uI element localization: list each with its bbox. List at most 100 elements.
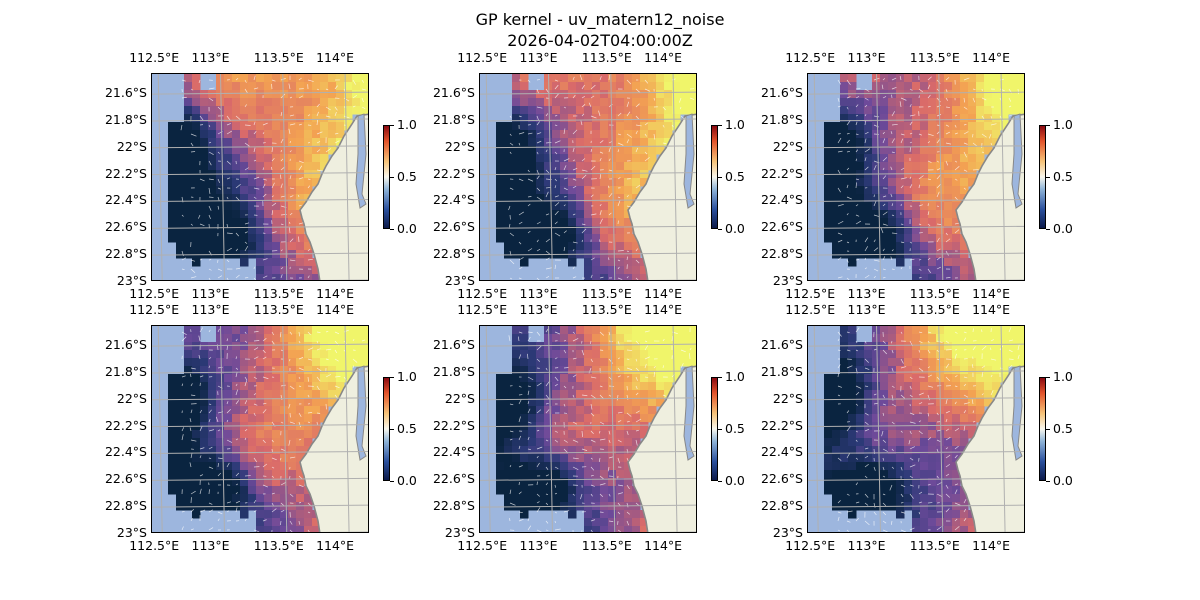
field-cell — [512, 82, 521, 91]
field-cell — [192, 414, 201, 423]
field-cell — [840, 122, 849, 131]
field-cell — [296, 258, 305, 267]
field-cell — [912, 202, 921, 211]
field-cell — [264, 274, 273, 280]
field-cell — [1016, 326, 1024, 335]
velocity-arrow — [617, 529, 621, 532]
field-cell — [296, 486, 305, 495]
velocity-arrow — [554, 221, 558, 225]
velocity-arrow — [352, 79, 356, 85]
field-cell — [648, 326, 657, 335]
field-cell — [288, 170, 297, 179]
field-cell — [304, 422, 313, 431]
field-cell — [176, 462, 185, 471]
field-cell — [1016, 90, 1024, 99]
field-cell — [512, 98, 521, 107]
field-cell — [832, 430, 841, 439]
field-cell — [240, 326, 249, 335]
field-cell — [520, 414, 529, 423]
field-cell — [208, 406, 217, 415]
lon-label-bottom: 113°E — [519, 538, 558, 553]
velocity-arrow — [855, 149, 859, 153]
velocity-arrow — [846, 365, 853, 369]
velocity-arrow — [244, 380, 247, 387]
velocity-arrow — [580, 120, 583, 126]
velocity-arrow — [909, 104, 912, 108]
field-cell — [280, 242, 289, 251]
field-cell — [824, 226, 833, 235]
field-cell — [216, 90, 225, 99]
velocity-arrow — [945, 363, 950, 369]
field-cell — [936, 478, 945, 487]
field-cell — [312, 422, 321, 431]
velocity-arrow — [864, 97, 869, 101]
field-cell — [496, 178, 505, 187]
field-cell — [928, 90, 937, 99]
field-cell — [592, 178, 601, 187]
field-cell — [592, 390, 601, 399]
velocity-arrow — [873, 239, 876, 243]
velocity-arrow — [837, 511, 842, 514]
field-cell — [616, 162, 625, 171]
field-cell — [856, 186, 865, 195]
field-cell — [232, 470, 241, 479]
field-cell — [912, 414, 921, 423]
field-cell — [904, 138, 913, 147]
field-cell — [328, 334, 337, 343]
field-cell — [984, 98, 993, 107]
velocity-arrow — [226, 123, 231, 126]
parallel-line — [808, 145, 1024, 149]
field-cell — [968, 414, 977, 423]
velocity-arrow — [518, 331, 523, 334]
velocity-arrow — [554, 264, 557, 270]
field-cell — [664, 122, 673, 131]
velocity-arrow — [617, 177, 621, 180]
velocity-arrow — [864, 257, 866, 261]
field-cell — [552, 202, 561, 211]
field-cells — [168, 326, 368, 532]
velocity-arrow — [855, 178, 860, 181]
field-cell — [512, 202, 521, 211]
field-cell — [1000, 326, 1009, 335]
field-cell — [920, 494, 929, 503]
velocity-arrow — [873, 268, 879, 272]
velocity-arrow — [900, 484, 906, 488]
field-cell — [616, 194, 625, 203]
velocity-arrow — [289, 331, 293, 335]
field-cell — [320, 374, 329, 383]
field-cell — [616, 106, 625, 115]
velocity-arrow — [846, 167, 850, 171]
field-cell — [856, 406, 865, 415]
field-cell — [608, 210, 617, 219]
velocity-arrow — [954, 428, 960, 432]
field-cell — [272, 258, 281, 267]
field-cell — [568, 162, 577, 171]
field-cell — [928, 390, 937, 399]
velocity-arrow — [882, 439, 887, 443]
field-cell — [224, 82, 233, 91]
field-cell — [992, 74, 1001, 83]
field-cell — [600, 438, 609, 447]
field-cell — [640, 274, 649, 280]
graticule — [480, 74, 696, 280]
field-cell — [504, 162, 513, 171]
field-cell — [304, 106, 313, 115]
field-cell — [880, 478, 889, 487]
field-cell — [880, 462, 889, 471]
field-cell — [840, 478, 849, 487]
field-cell — [944, 334, 953, 343]
field-cell — [944, 114, 953, 123]
velocity-arrow — [617, 420, 622, 423]
field-cell — [848, 82, 857, 91]
velocity-arrow — [298, 385, 302, 388]
velocity-arrow — [900, 529, 907, 532]
field-cell — [560, 178, 569, 187]
field-cell — [312, 170, 321, 179]
field-cell — [288, 414, 297, 423]
field-cell — [280, 326, 289, 335]
field-cell — [568, 414, 577, 423]
velocity-arrow — [226, 345, 228, 351]
field-cell — [168, 210, 177, 219]
lon-label-bottom: 113.5°E — [253, 538, 304, 553]
field-cell — [200, 218, 209, 227]
